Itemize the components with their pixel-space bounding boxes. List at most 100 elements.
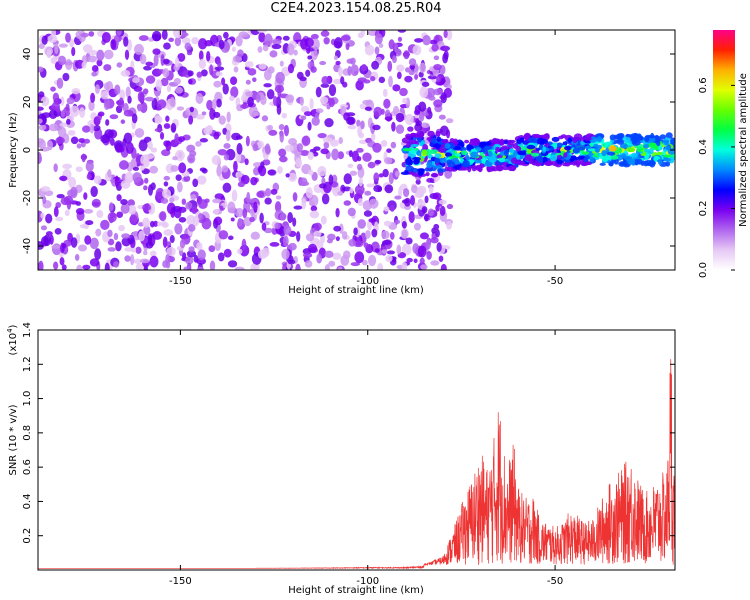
heatmap-cell — [279, 131, 284, 143]
heatmap-cell — [277, 86, 282, 98]
heatmap-cell — [192, 215, 200, 227]
heatmap-cell — [627, 158, 636, 165]
heatmap-cell — [293, 205, 303, 210]
heatmap-cell — [84, 235, 92, 245]
heatmap-cell — [444, 166, 450, 172]
heatmap-cell — [413, 63, 419, 75]
heatmap-cell — [421, 122, 430, 129]
heatmap-cell — [419, 232, 429, 240]
heatmap-cell — [429, 39, 437, 45]
heatmap-cell — [425, 87, 436, 98]
heatmap-cell — [350, 57, 356, 65]
heatmap-cell — [357, 219, 366, 229]
heatmap-cell — [101, 32, 111, 43]
heatmap-cell — [584, 145, 592, 149]
heatmap-cell — [201, 168, 208, 174]
heatmap-cell — [163, 181, 169, 187]
heatmap-cell — [411, 185, 418, 194]
heatmap-cell — [118, 97, 125, 109]
heatmap-cell — [402, 188, 410, 198]
heatmap-cell — [188, 246, 195, 253]
heatmap-cell — [439, 205, 446, 216]
heatmap-cell — [75, 208, 85, 215]
heatmap-cell — [145, 61, 154, 66]
heatmap-cell — [59, 122, 69, 128]
heatmap-cell — [170, 165, 179, 172]
heatmap-cell — [223, 248, 232, 258]
heatmap-cell — [396, 244, 402, 255]
heatmap-cell — [166, 84, 172, 93]
heatmap-cell — [388, 75, 393, 88]
heatmap-cell — [227, 235, 234, 241]
heatmap-cell — [324, 117, 334, 128]
heatmap-cell — [116, 194, 122, 202]
heatmap-cell — [94, 248, 102, 261]
heatmap-cell — [378, 76, 386, 84]
heatmap-cell — [100, 219, 110, 230]
heatmap-cell — [143, 65, 152, 71]
heatmap-cell — [247, 68, 257, 76]
heatmap-cell — [192, 178, 199, 188]
heatmap-cell — [310, 33, 319, 40]
heatmap-cell — [564, 145, 572, 151]
heatmap-cell — [288, 242, 297, 251]
heatmap-cell — [631, 139, 641, 146]
heatmap-cell — [321, 193, 330, 205]
heatmap-cell — [199, 138, 209, 143]
heatmap-cell — [421, 81, 430, 87]
heatmap-cell — [85, 160, 94, 172]
heatmap-cell — [551, 136, 560, 142]
heatmap-cell — [239, 244, 250, 257]
heatmap-cell — [543, 161, 553, 166]
heatmap-cell — [197, 266, 204, 270]
heatmap-cell — [204, 198, 210, 204]
heatmap-cell — [125, 141, 134, 154]
heatmap-cell — [426, 177, 435, 183]
heatmap-cell — [245, 79, 251, 85]
heatmap-cell — [427, 130, 435, 137]
heatmap-cell — [124, 247, 134, 252]
heatmap-cell — [116, 211, 124, 218]
heatmap-cell — [304, 260, 313, 268]
heatmap-cell — [287, 211, 293, 224]
heatmap-cell — [38, 43, 45, 50]
heatmap-cell — [132, 166, 140, 171]
heatmap-cell — [427, 75, 437, 80]
heatmap-cell — [644, 148, 649, 153]
heatmap-cell — [274, 222, 281, 230]
heatmap-cell — [318, 183, 327, 189]
heatmap-cell — [382, 168, 389, 178]
heatmap-cell — [408, 58, 417, 66]
heatmap-cell — [133, 258, 142, 264]
heatmap-cell — [114, 84, 121, 95]
heatmap-cell — [523, 133, 531, 141]
heatmap-cell — [656, 151, 663, 156]
heatmap-cell — [139, 102, 148, 114]
heatmap-cell — [51, 101, 61, 111]
heatmap-cell — [287, 259, 296, 265]
heatmap-cell — [443, 30, 448, 39]
heatmap-cell — [231, 189, 238, 202]
heatmap-cell — [135, 152, 141, 165]
heatmap-cell — [544, 143, 550, 147]
heatmap-cell — [55, 216, 64, 222]
heatmap-cell — [654, 145, 659, 151]
heatmap-cell — [267, 124, 274, 131]
heatmap-cell — [163, 229, 174, 236]
heatmap-cell — [340, 255, 350, 267]
heatmap-cell — [303, 111, 312, 117]
heatmap-cell — [137, 104, 142, 112]
heatmap-cell — [155, 187, 165, 200]
heatmap-cell — [422, 34, 431, 46]
heatmap-cell — [244, 61, 254, 68]
heatmap-cell — [279, 212, 287, 221]
snr-multiplier: (x104) — [6, 324, 19, 355]
heatmap-cell — [178, 216, 187, 223]
heatmap-cell — [368, 198, 379, 209]
heatmap-cell — [178, 162, 187, 174]
heatmap-cell — [219, 205, 224, 210]
heatmap-cell — [335, 207, 340, 218]
heatmap-cell — [82, 44, 93, 53]
heatmap-cell — [221, 77, 226, 86]
heatmap-cell — [404, 113, 414, 126]
